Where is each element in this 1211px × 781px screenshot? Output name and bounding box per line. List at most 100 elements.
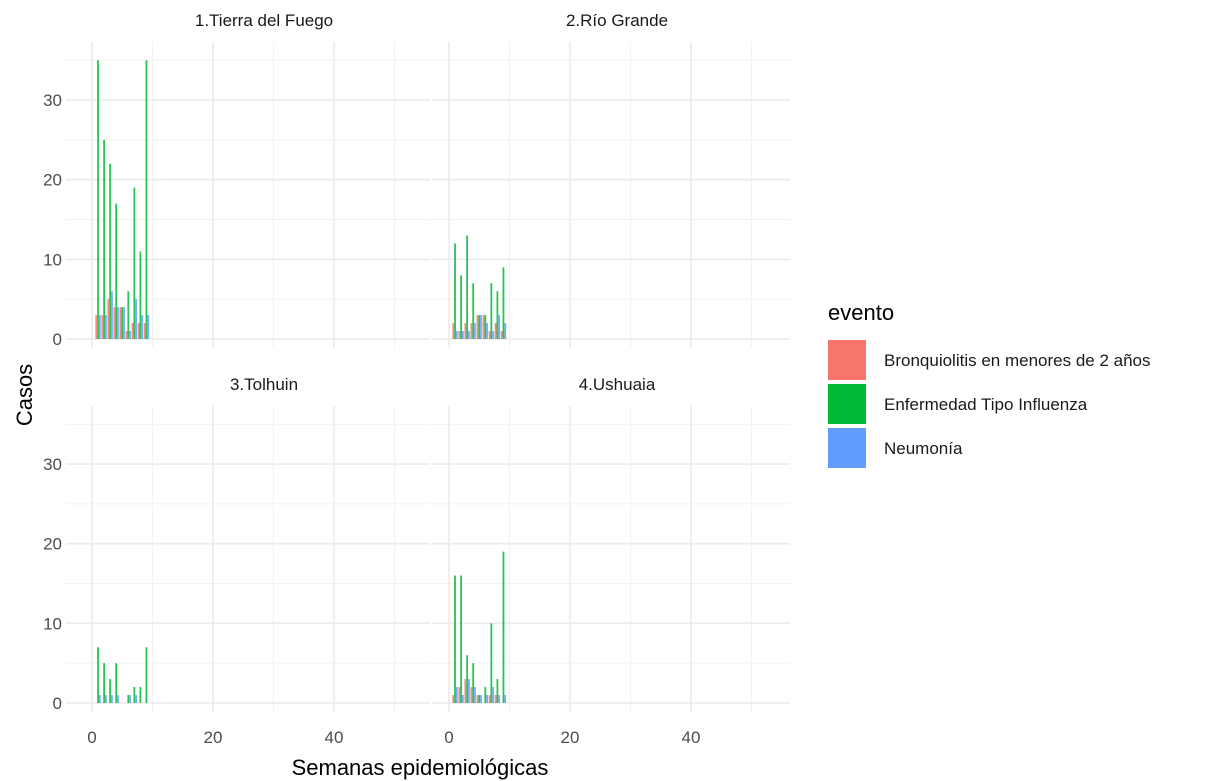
y-tick-label: 10 (43, 614, 62, 633)
bar (141, 315, 144, 339)
bar (458, 687, 461, 703)
bar (105, 315, 107, 339)
bar (494, 695, 497, 703)
bar (115, 203, 118, 339)
y-axis-title: Casos (12, 364, 37, 426)
bar (464, 323, 467, 339)
bar (98, 695, 101, 703)
bar (500, 331, 503, 339)
y-axis-title-group: Casos (12, 364, 37, 426)
legend-key (828, 428, 866, 468)
bar (101, 315, 104, 339)
bar (478, 315, 481, 339)
bar (472, 283, 475, 339)
x-axis-title: Semanas epidemiológicas (292, 755, 549, 780)
bar (470, 323, 473, 339)
bar (504, 323, 507, 339)
facet-panels: 1.Tierra del Fuego 0 10 20 30 2.Río Grande 3.T… (43, 11, 790, 747)
bar (109, 163, 112, 339)
bar (466, 655, 469, 703)
bar (127, 695, 130, 703)
facet-strip-title: 1.Tierra del Fuego (195, 11, 333, 30)
facet-panel: 2.Río Grande (432, 11, 790, 348)
bar (143, 323, 146, 339)
bar (490, 283, 493, 339)
facet-panel: 1.Tierra del Fuego 0 10 20 30 (43, 11, 430, 349)
x-tick-label: 0 (444, 728, 453, 747)
bar (490, 623, 493, 703)
bar (111, 695, 113, 703)
bar (147, 315, 150, 339)
bar (98, 315, 101, 339)
legend: evento Bronquiolitis en menores de 2 año… (828, 300, 1151, 468)
bar (139, 251, 142, 339)
bar (145, 60, 148, 339)
facet-strip-title: 4.Ushuaia (579, 375, 656, 394)
bar (137, 323, 140, 339)
bar (492, 687, 495, 703)
facet-panel: 4.Ushuaia 0 20 40 (432, 375, 790, 747)
legend-key (828, 340, 866, 380)
legend-label: Bronquiolitis en menores de 2 años (884, 351, 1151, 370)
bar (502, 267, 505, 339)
bar (484, 315, 487, 339)
legend-title: evento (828, 300, 894, 325)
bar (103, 663, 105, 703)
bar (504, 695, 507, 703)
y-tick-label: 30 (43, 455, 62, 474)
bar (494, 323, 497, 339)
bar (474, 687, 476, 703)
bar (462, 695, 464, 703)
bar (486, 323, 488, 339)
bar (460, 575, 462, 703)
bar (97, 647, 99, 703)
bar (478, 695, 481, 703)
bar (476, 695, 479, 703)
y-tick-label: 0 (53, 694, 62, 713)
bar (103, 139, 105, 339)
x-tick-label: 20 (561, 728, 580, 747)
bar (107, 299, 110, 339)
bar (460, 275, 462, 339)
facet-strip-title: 3.Tolhuin (230, 375, 298, 394)
bar (129, 331, 131, 339)
x-axis-title-group: Semanas epidemiológicas (292, 755, 549, 780)
bar (480, 695, 482, 703)
bar (95, 315, 98, 339)
bar (133, 187, 136, 339)
bar (125, 331, 128, 339)
bar (452, 695, 455, 703)
bar (97, 60, 99, 339)
legend-key (828, 384, 866, 424)
bar (129, 695, 131, 703)
bar (498, 695, 501, 703)
bar (486, 695, 488, 703)
x-tick-label: 20 (204, 728, 223, 747)
bar (454, 243, 456, 339)
bar (480, 315, 482, 339)
bar (119, 307, 122, 339)
y-tick-label: 20 (43, 171, 62, 190)
y-tick-label: 10 (43, 250, 62, 269)
bar (454, 575, 456, 703)
bar (466, 235, 469, 339)
y-tick-label: 30 (43, 91, 62, 110)
bar (482, 315, 485, 339)
bar (472, 663, 475, 703)
x-tick-label: 40 (325, 728, 344, 747)
legend-label: Neumonía (884, 439, 963, 458)
bar (462, 331, 464, 339)
bar (111, 291, 113, 339)
legend-label: Enfermedad Tipo Influenza (884, 395, 1088, 414)
bar (468, 679, 470, 703)
bar (476, 315, 479, 339)
bar (131, 323, 134, 339)
bar (502, 551, 505, 703)
bar (117, 307, 119, 339)
bar (139, 687, 142, 703)
bar (123, 307, 125, 339)
bar (474, 323, 476, 339)
bar (488, 695, 491, 703)
bar (135, 695, 138, 703)
bar (488, 331, 491, 339)
